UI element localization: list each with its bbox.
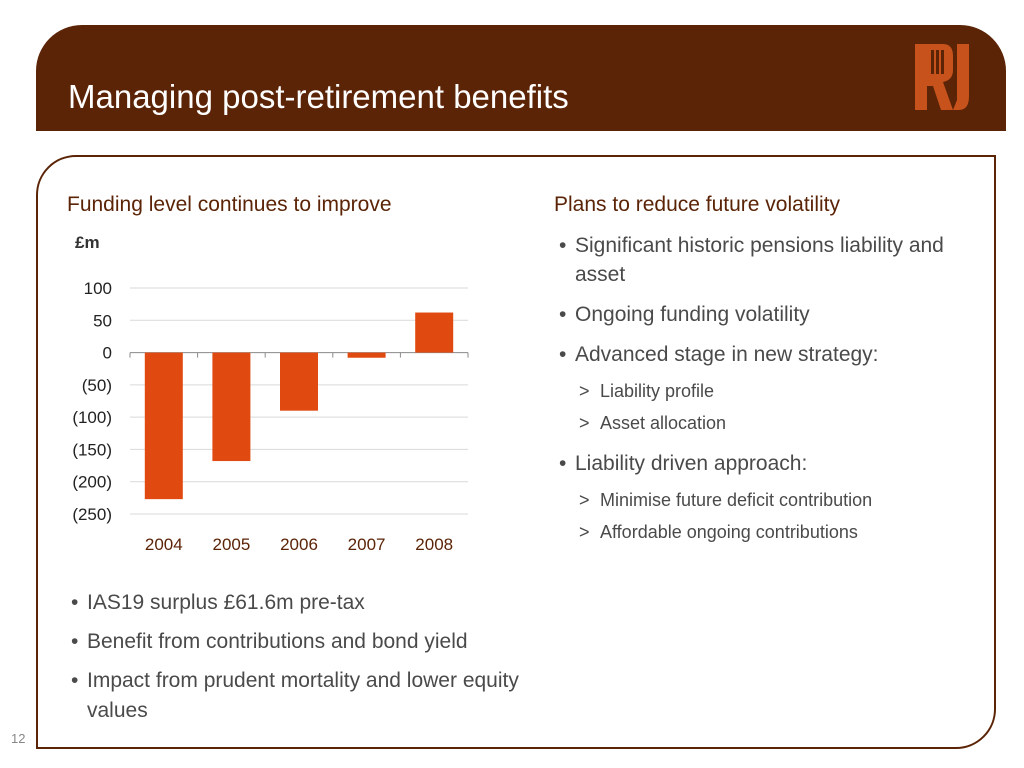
sub-bullet-affordable-contributions: > Affordable ongoing contributions	[579, 522, 858, 542]
title-bar	[36, 25, 1006, 131]
bullet-historic-liability: • Significant historic pensions liability…	[559, 234, 944, 286]
bullet-contributions: • Benefit from contributions and bond yie…	[71, 630, 468, 653]
left-bullet-list: • IAS19 surplus £61.6m pre-tax • Benefit f…	[71, 588, 557, 735]
bullet-new-strategy: • Advanced stage in new strategy:	[559, 343, 879, 366]
sub-bullet-minimise-deficit: > Minimise future deficit contribution	[579, 490, 873, 510]
bullet-mortality: • Impact from prudent mortality and lower…	[71, 669, 519, 722]
left-heading: Funding level continues to improve	[67, 193, 392, 216]
sub-bullet-asset-allocation: > Asset allocation	[579, 413, 727, 433]
right-heading: Plans to reduce future volatility	[554, 193, 840, 216]
bullet-funding-volatility: • Ongoing funding volatility	[559, 303, 810, 326]
page-number: 12	[11, 731, 26, 746]
content-panel	[36, 155, 996, 749]
company-logo	[915, 44, 969, 110]
page-title: Managing post-retirement benefits	[68, 78, 569, 115]
chart-unit-label: £m	[75, 233, 100, 252]
right-bullet-list: • Significant historic pensions liability…	[559, 231, 995, 553]
bullet-liability-driven: • Liability driven approach:	[559, 452, 808, 475]
sub-bullet-liability-profile: > Liability profile	[579, 381, 715, 401]
bullet-ias19: • IAS19 surplus £61.6m pre-tax	[71, 591, 365, 614]
